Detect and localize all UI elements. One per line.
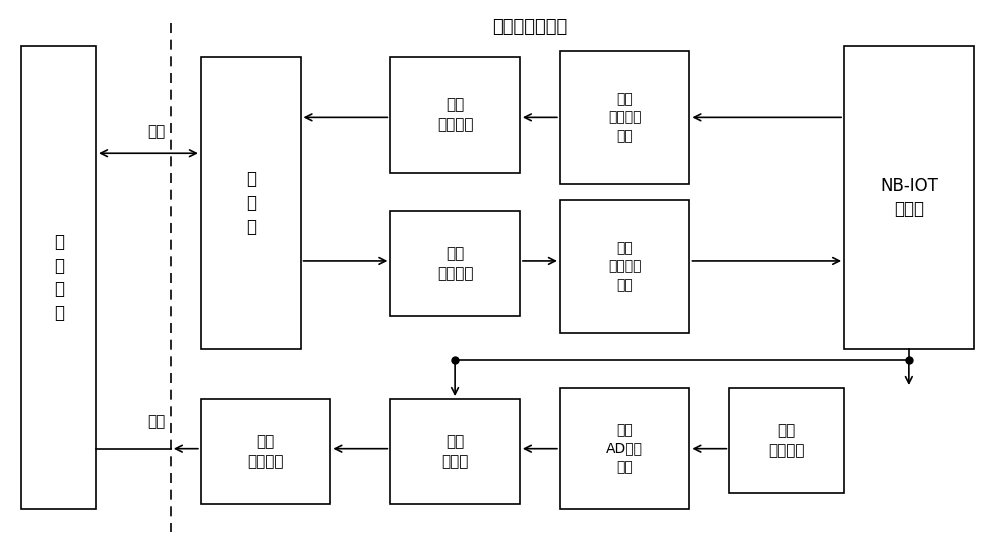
Bar bbox=[21, 46, 96, 509]
Text: 射频
发射单元: 射频 发射单元 bbox=[437, 97, 473, 132]
Text: 多档
电流计: 多档 电流计 bbox=[441, 434, 469, 469]
Text: 电压
输出单元: 电压 输出单元 bbox=[247, 434, 284, 469]
Bar bbox=[201, 399, 330, 504]
Text: 高速
AD转换
单元: 高速 AD转换 单元 bbox=[606, 423, 643, 474]
Text: 同步
处理单元: 同步 处理单元 bbox=[768, 423, 805, 458]
Bar bbox=[201, 57, 301, 349]
Text: 基带
信号处理
单元: 基带 信号处理 单元 bbox=[608, 241, 641, 292]
Bar bbox=[560, 51, 689, 184]
Bar bbox=[729, 388, 844, 493]
Text: NB-IOT
协议栈: NB-IOT 协议栈 bbox=[880, 176, 938, 218]
Text: 射频
接收单元: 射频 接收单元 bbox=[437, 246, 473, 281]
Bar bbox=[844, 46, 974, 349]
Text: 合
路
器: 合 路 器 bbox=[246, 170, 256, 235]
Bar bbox=[390, 211, 520, 316]
Bar bbox=[560, 200, 689, 332]
Bar bbox=[390, 399, 520, 504]
Text: 基带
信号发生
单元: 基带 信号发生 单元 bbox=[608, 92, 641, 143]
Bar bbox=[560, 388, 689, 509]
Text: 电缆: 电缆 bbox=[148, 415, 166, 430]
Text: 射频: 射频 bbox=[148, 124, 166, 139]
Text: 被
测
单
元: 被 测 单 元 bbox=[54, 233, 64, 322]
Bar bbox=[390, 57, 520, 173]
Text: 一体化测量装置: 一体化测量装置 bbox=[492, 18, 568, 36]
